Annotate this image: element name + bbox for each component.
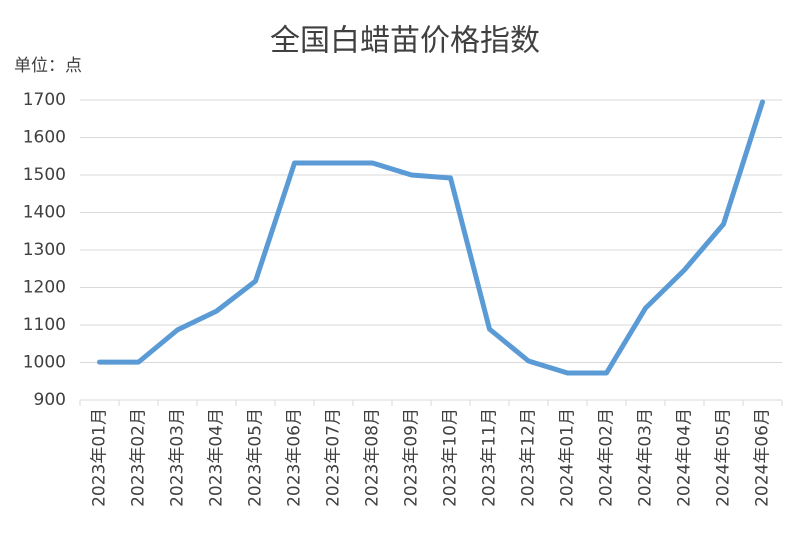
y-tick-label: 1600 — [23, 128, 66, 148]
x-tick-label: 2023年06月 — [285, 408, 305, 507]
x-tick-label: 2023年08月 — [363, 408, 383, 507]
y-tick-label: 1100 — [23, 315, 66, 335]
unit-label: 单位：点 — [14, 56, 82, 76]
x-tick-label: 2023年01月 — [90, 408, 110, 507]
x-tick-label: 2024年01月 — [558, 408, 578, 507]
x-tick-label: 2023年12月 — [519, 408, 539, 507]
y-tick-label: 900 — [34, 390, 66, 410]
y-tick-label: 1700 — [23, 90, 66, 110]
x-tick-label: 2024年06月 — [753, 408, 773, 507]
x-tick-label: 2023年04月 — [207, 408, 227, 507]
y-tick-label: 1200 — [23, 278, 66, 298]
y-tick-label: 1500 — [23, 165, 66, 185]
x-tick-label: 2024年05月 — [714, 408, 734, 507]
chart-title: 全国白蜡苗价格指数 — [270, 24, 540, 59]
x-tick-label: 2023年09月 — [402, 408, 422, 507]
x-tick-label: 2023年11月 — [480, 408, 500, 507]
x-tick-label: 2023年03月 — [168, 408, 188, 507]
y-tick-label: 1300 — [23, 240, 66, 260]
data-line — [97, 99, 765, 376]
x-tick-label: 2023年07月 — [324, 408, 344, 507]
y-tick-label: 1000 — [23, 353, 66, 373]
y-tick-label: 1400 — [23, 203, 66, 223]
x-tick-label: 2024年03月 — [636, 408, 656, 507]
x-tick-label: 2023年02月 — [129, 408, 149, 507]
x-tick-label: 2024年04月 — [675, 408, 695, 507]
x-tick-label: 2023年10月 — [441, 408, 461, 507]
x-tick-label: 2023年05月 — [246, 408, 266, 507]
x-tick-label: 2024年02月 — [597, 408, 617, 507]
